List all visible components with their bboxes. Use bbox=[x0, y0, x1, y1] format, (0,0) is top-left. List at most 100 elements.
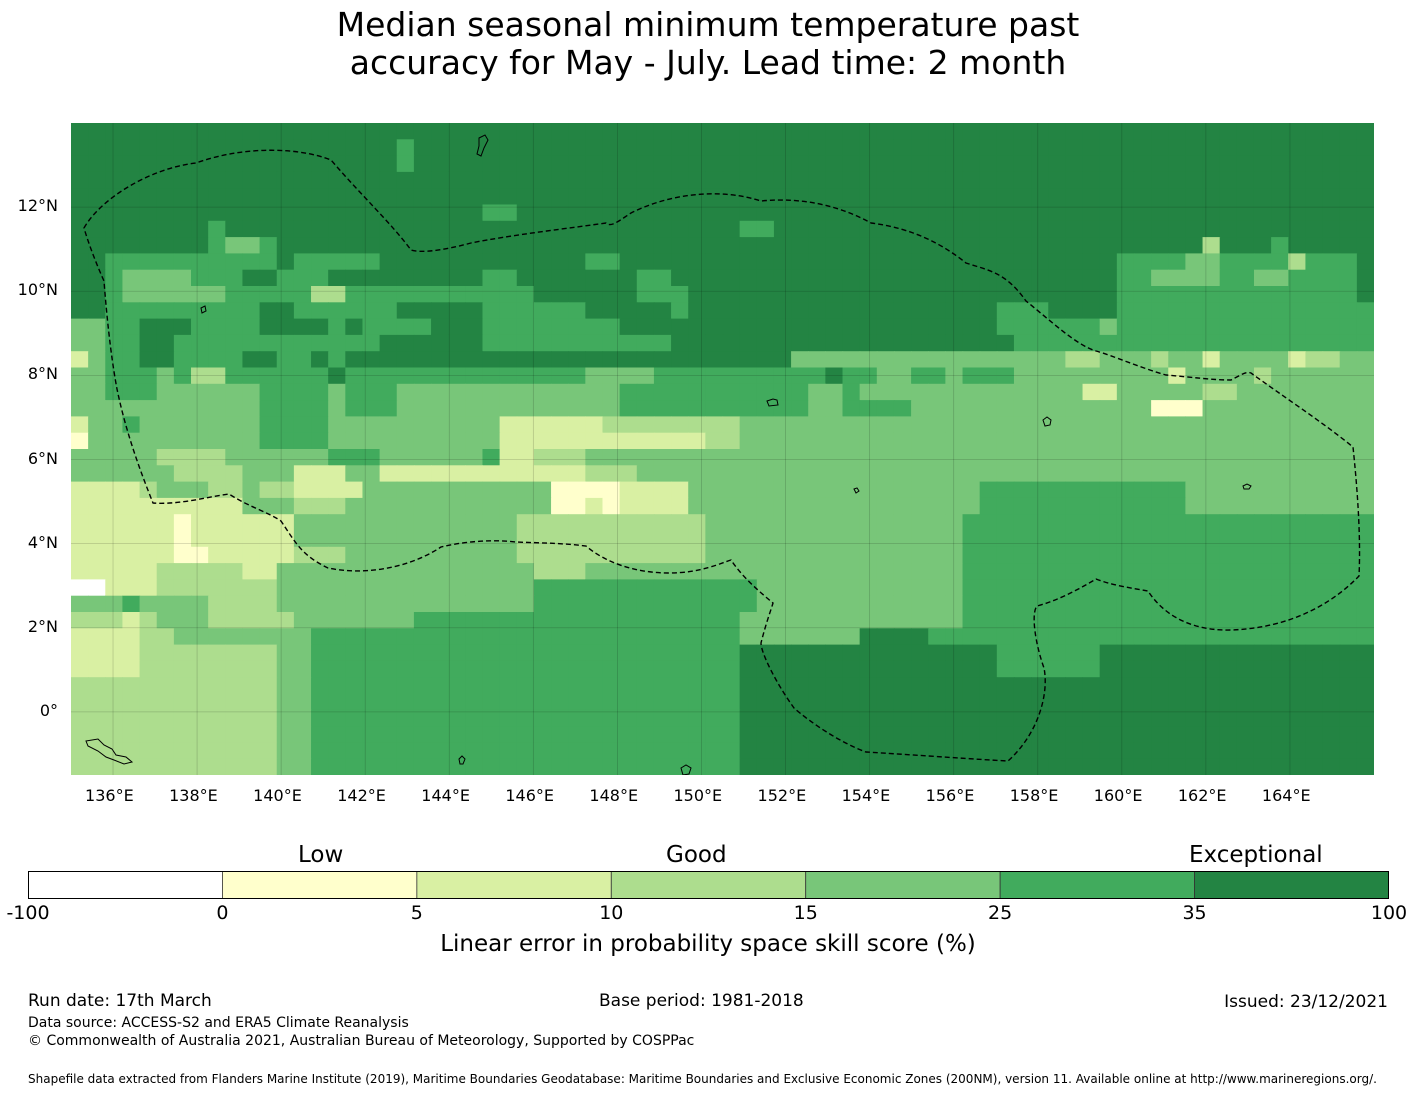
heatmap-cell bbox=[945, 253, 964, 271]
heatmap-cell bbox=[448, 139, 466, 157]
island-outline bbox=[1242, 483, 1252, 490]
heatmap-cell bbox=[1271, 269, 1289, 287]
heatmap-cell bbox=[1185, 269, 1204, 287]
heatmap-cell bbox=[1116, 123, 1135, 140]
heatmap-cell bbox=[1339, 220, 1358, 238]
heatmap-cell bbox=[1356, 237, 1374, 254]
heatmap-cell bbox=[1253, 123, 1272, 140]
heatmap-cell bbox=[1219, 237, 1238, 254]
heatmap-cell bbox=[773, 139, 792, 157]
heatmap-cell bbox=[482, 237, 501, 254]
heatmap-cell bbox=[311, 253, 329, 271]
heatmap-cell bbox=[499, 171, 518, 189]
heatmap-cell bbox=[568, 220, 586, 238]
heatmap-cell bbox=[413, 204, 432, 222]
heatmap-cell bbox=[893, 188, 912, 206]
x-tick-label: 152°E bbox=[757, 786, 807, 805]
heatmap-cell bbox=[619, 188, 638, 206]
heatmap-cell bbox=[156, 253, 175, 271]
y-tick-label: 0° bbox=[39, 700, 58, 720]
heatmap-cell bbox=[568, 123, 586, 140]
heatmap-cell bbox=[1013, 220, 1032, 238]
heatmap-cell bbox=[413, 220, 432, 238]
heatmap-cell bbox=[1339, 155, 1358, 173]
island-outline bbox=[85, 738, 134, 765]
heatmap-cell bbox=[722, 220, 741, 238]
x-tick-label: 136°E bbox=[85, 786, 134, 805]
heatmap-cell bbox=[945, 188, 964, 206]
heatmap-cell bbox=[396, 269, 415, 287]
heatmap-cell bbox=[293, 237, 312, 254]
heatmap-cell bbox=[791, 171, 809, 189]
heatmap-cell bbox=[911, 204, 929, 222]
heatmap-cell bbox=[1322, 237, 1341, 254]
heatmap-cell bbox=[1133, 123, 1152, 140]
heatmap-cell bbox=[345, 123, 364, 140]
colorbar-tick-label: 25 bbox=[988, 902, 1013, 924]
heatmap-cell bbox=[1185, 171, 1204, 189]
heatmap-cell bbox=[911, 155, 929, 173]
heatmap-cell bbox=[1133, 269, 1152, 287]
heatmap-cell bbox=[1322, 123, 1341, 140]
heatmap-cell bbox=[311, 155, 329, 173]
heatmap-cell bbox=[1116, 269, 1135, 287]
heatmap-cell bbox=[808, 237, 826, 254]
heatmap-cell bbox=[636, 188, 655, 206]
heatmap-cell bbox=[431, 253, 449, 271]
heatmap-cell bbox=[671, 123, 689, 140]
heatmap-cell bbox=[791, 155, 809, 173]
heatmap-cell bbox=[276, 269, 295, 287]
heatmap-cell bbox=[705, 204, 724, 222]
heatmap-cell bbox=[191, 204, 209, 222]
heatmap-cell bbox=[156, 123, 175, 140]
heatmap-cell bbox=[996, 204, 1015, 222]
heatmap-cell bbox=[88, 171, 106, 189]
heatmap-cell bbox=[362, 171, 381, 189]
heatmap-cell bbox=[1031, 220, 1049, 238]
heatmap-cell bbox=[1116, 220, 1135, 238]
heatmap-cell bbox=[722, 237, 741, 254]
heatmap-cell bbox=[1133, 155, 1152, 173]
heatmap-cell bbox=[105, 237, 124, 254]
heatmap-cell bbox=[242, 237, 261, 254]
heatmap-cell bbox=[876, 171, 895, 189]
heatmap-cell bbox=[379, 188, 398, 206]
heatmap-cell bbox=[533, 269, 552, 287]
heatmap-cell bbox=[1202, 171, 1221, 189]
heatmap-cell bbox=[911, 253, 929, 271]
heatmap-cell bbox=[602, 220, 621, 238]
heatmap-cell bbox=[1253, 220, 1272, 238]
heatmap-cell bbox=[1048, 204, 1066, 222]
heatmap-cell bbox=[756, 204, 775, 222]
heatmap-cell bbox=[551, 253, 569, 271]
heatmap-cell bbox=[1288, 123, 1307, 140]
heatmap-cell bbox=[1253, 155, 1272, 173]
heatmap-cell bbox=[259, 139, 278, 157]
heatmap-cell bbox=[71, 139, 89, 157]
heatmap-cell bbox=[1339, 139, 1358, 157]
heatmap-cell bbox=[722, 188, 741, 206]
heatmap-cell bbox=[482, 188, 501, 206]
heatmap-cell bbox=[379, 123, 398, 140]
heatmap-cell bbox=[88, 286, 106, 303]
heatmap-cell bbox=[842, 155, 861, 173]
heatmap-cell bbox=[585, 204, 604, 222]
heatmap-cell bbox=[259, 253, 278, 271]
heatmap-cell bbox=[722, 204, 741, 222]
heatmap-cell bbox=[208, 171, 226, 189]
heatmap-cell bbox=[431, 220, 449, 238]
heatmap-cell bbox=[1048, 155, 1066, 173]
heatmap-cell bbox=[379, 171, 398, 189]
heatmap-cell bbox=[482, 155, 501, 173]
x-tick-label: 144°E bbox=[421, 786, 470, 805]
heatmap-cell bbox=[876, 155, 895, 173]
heatmap-cell bbox=[533, 123, 552, 140]
base-period: Base period: 1981-2018 bbox=[599, 991, 804, 1011]
heatmap-cell bbox=[431, 269, 449, 287]
heatmap-cell bbox=[413, 171, 432, 189]
x-tick-label: 158°E bbox=[1009, 786, 1059, 805]
heatmap-cell bbox=[859, 220, 878, 238]
heatmap-cell bbox=[516, 155, 535, 173]
heatmap-cell bbox=[1236, 220, 1255, 238]
heatmap-cell bbox=[808, 253, 826, 271]
